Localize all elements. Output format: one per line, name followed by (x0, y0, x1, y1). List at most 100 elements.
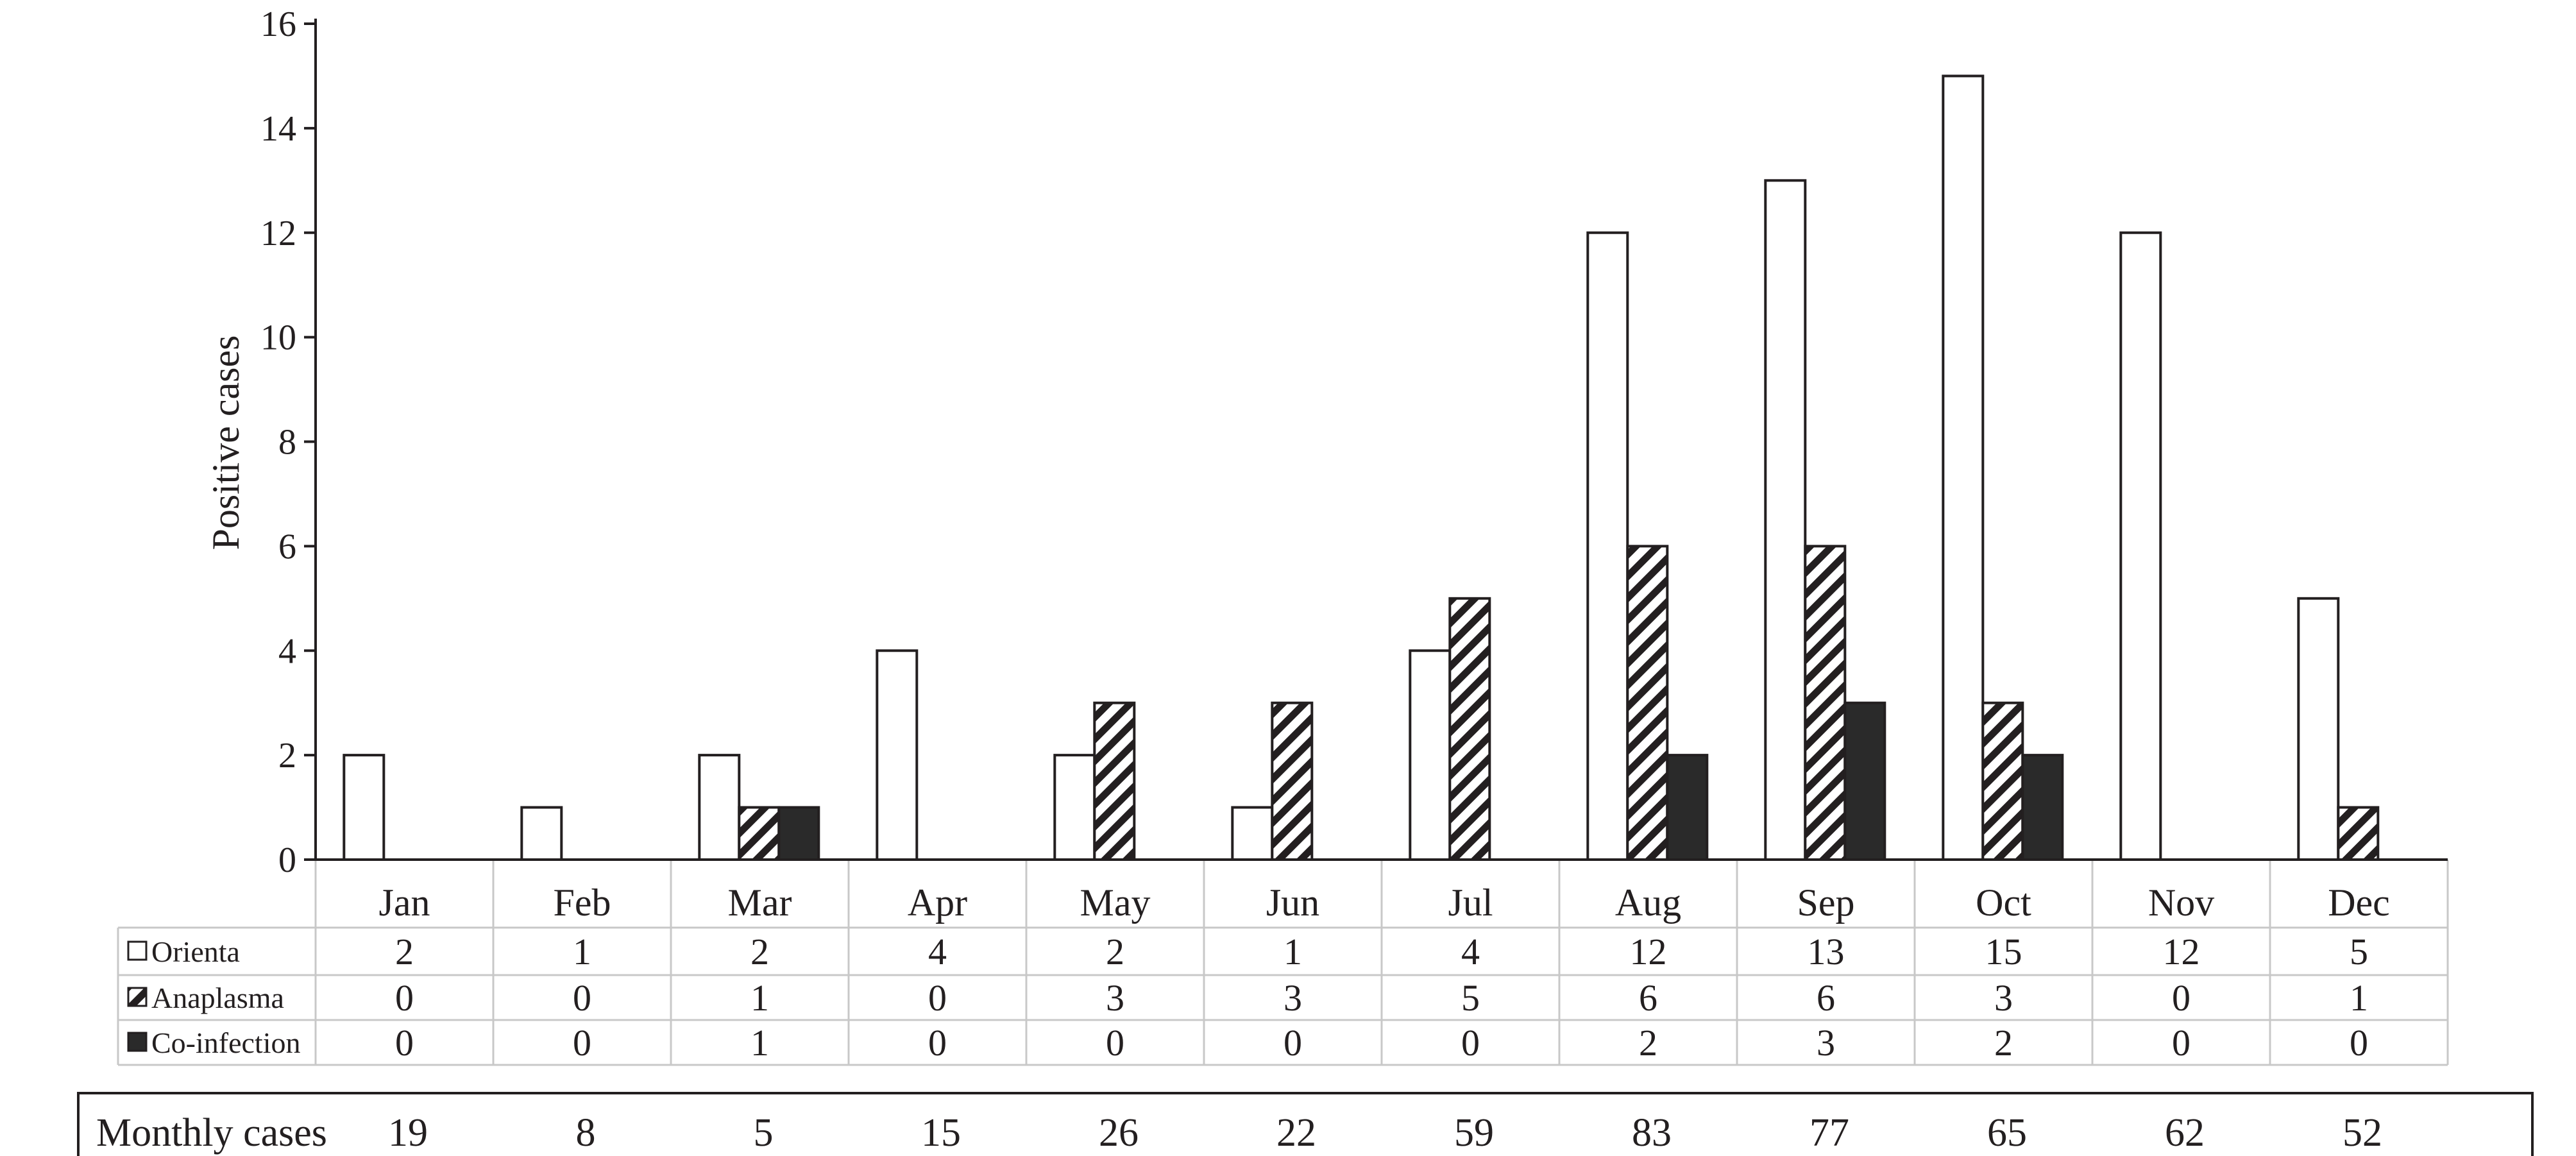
bar-orienta-nov (2119, 231, 2162, 861)
bar-co-infection-aug (1666, 754, 1709, 861)
legend-label-anaplasma: Anaplasma (151, 982, 284, 1014)
table-cell-orienta-nov: 12 (2163, 931, 2200, 973)
month-label-may: May (1080, 881, 1151, 924)
monthly-cases-frame (77, 1092, 2534, 1156)
table-cell-orienta-may: 2 (1106, 931, 1124, 973)
y-tick-label-12: 12 (260, 214, 296, 253)
month-label-jul: Jul (1448, 881, 1493, 924)
y-tick-label-6: 6 (278, 527, 296, 566)
table-cell-orienta-aug: 12 (1630, 931, 1667, 973)
bar-orienta-may (1053, 754, 1096, 861)
table-cell-anaplasma-apr: 0 (928, 977, 947, 1019)
table-cell-co-infection-nov: 0 (2172, 1022, 2190, 1064)
monthly-cases-jul: 59 (1454, 1111, 1494, 1155)
table-cell-anaplasma-sep: 6 (1817, 977, 1835, 1019)
table-cell-co-infection-jul: 0 (1461, 1022, 1480, 1064)
bar-orienta-oct (1942, 74, 1985, 861)
table-cell-orienta-sep: 13 (1808, 931, 1845, 973)
y-tick-label-8: 8 (278, 423, 296, 463)
monthly-cases-sep: 77 (1809, 1111, 1849, 1155)
monthly-cases-box: Monthly cases 19 8 5 15 26 22 59 83 77 65 62 52 (77, 1092, 2534, 1156)
bar-anaplasma-mar (738, 806, 781, 861)
month-label-nov: Nov (2148, 881, 2214, 924)
bar-orienta-sep (1764, 179, 1807, 861)
y-tick-label-16: 16 (260, 4, 296, 44)
table-cell-orienta-jan: 2 (395, 931, 414, 973)
table-cell-anaplasma-jun: 3 (1284, 977, 1302, 1019)
y-tick-label-4: 4 (278, 631, 296, 671)
y-tick-label-2: 2 (278, 736, 296, 776)
monthly-cases-jun: 22 (1276, 1111, 1316, 1155)
y-axis-label: Positive cases (205, 336, 247, 550)
legend-label-co-infection: Co-infection (151, 1026, 301, 1059)
month-label-jun: Jun (1266, 881, 1319, 924)
table-cell-co-infection-feb: 0 (573, 1022, 591, 1064)
bar-co-infection-mar (777, 806, 820, 861)
monthly-cases-jan: 19 (388, 1111, 428, 1155)
monthly-cases-oct: 65 (1987, 1111, 2027, 1155)
table-cell-co-infection-sep: 3 (1817, 1022, 1835, 1064)
monthly-cases-nov: 62 (2165, 1111, 2205, 1155)
bar-orienta-dec (2297, 597, 2340, 861)
table-cell-co-infection-oct: 2 (1994, 1022, 2013, 1064)
monthly-cases-feb: 8 (576, 1111, 596, 1155)
bars-layer (343, 74, 2380, 861)
month-label-sep: Sep (1797, 881, 1855, 924)
bar-anaplasma-jul (1448, 597, 1491, 861)
monthly-cases-dec: 52 (2343, 1111, 2382, 1155)
monthly-cases-label: Monthly cases (96, 1111, 327, 1155)
bar-anaplasma-aug (1626, 545, 1669, 861)
table-cell-anaplasma-jul: 5 (1461, 977, 1480, 1019)
table-cell-co-infection-apr: 0 (928, 1022, 947, 1064)
month-label-dec: Dec (2328, 881, 2390, 924)
table-cell-anaplasma-jan: 0 (395, 977, 414, 1019)
month-label-feb: Feb (554, 881, 611, 924)
table-cell-co-infection-mar: 1 (750, 1022, 769, 1064)
y-tick-label-14: 14 (260, 109, 296, 149)
data-table-grid (117, 860, 2449, 1066)
month-label-aug: Aug (1615, 881, 1681, 924)
monthly-cases-may: 26 (1099, 1111, 1139, 1155)
bar-orienta-jan (343, 754, 386, 861)
bar-co-infection-sep (1843, 701, 1886, 861)
table-cell-orienta-jun: 1 (1284, 931, 1302, 973)
bar-orienta-jul (1409, 649, 1452, 861)
axes (304, 19, 2448, 861)
table-cell-orienta-apr: 4 (928, 931, 947, 973)
table-cell-anaplasma-dec: 1 (2350, 977, 2368, 1019)
bar-orienta-apr (876, 649, 919, 861)
monthly-cases-apr: 15 (921, 1111, 961, 1155)
bar-orienta-mar (698, 754, 741, 861)
table-cell-anaplasma-may: 3 (1106, 977, 1124, 1019)
legend-swatch-orienta (127, 940, 148, 961)
y-tick-label-10: 10 (260, 318, 296, 358)
bar-anaplasma-sep (1804, 545, 1847, 861)
table-cell-co-infection-aug: 2 (1639, 1022, 1657, 1064)
legend-swatch-anaplasma (127, 987, 148, 1007)
table-cell-co-infection-dec: 0 (2350, 1022, 2368, 1064)
table-cell-orienta-jul: 4 (1461, 931, 1480, 973)
table-cell-co-infection-jun: 0 (1284, 1022, 1302, 1064)
table-cell-orienta-mar: 2 (750, 931, 769, 973)
monthly-cases-aug: 83 (1632, 1111, 1672, 1155)
table-cell-anaplasma-aug: 6 (1639, 977, 1657, 1019)
table-cell-anaplasma-feb: 0 (573, 977, 591, 1019)
table-cell-anaplasma-mar: 1 (750, 977, 769, 1019)
bar-orienta-jun (1231, 806, 1274, 861)
month-label-apr: Apr (908, 881, 967, 924)
table-cell-anaplasma-nov: 0 (2172, 977, 2190, 1019)
legend-label-orienta: Orienta (151, 935, 240, 968)
table-cell-anaplasma-oct: 3 (1994, 977, 2013, 1019)
month-label-mar: Mar (728, 881, 792, 924)
legend-swatch-co-infection (127, 1032, 148, 1052)
monthly-cases-mar: 5 (754, 1111, 774, 1155)
bar-orienta-aug (1586, 231, 1629, 861)
month-label-oct: Oct (1976, 881, 2031, 924)
bar-anaplasma-may (1093, 701, 1136, 861)
table-cell-orienta-oct: 15 (1985, 931, 2022, 973)
table-cell-co-infection-jan: 0 (395, 1022, 414, 1064)
bar-orienta-feb (520, 806, 563, 861)
y-tick-label-0: 0 (278, 840, 296, 880)
